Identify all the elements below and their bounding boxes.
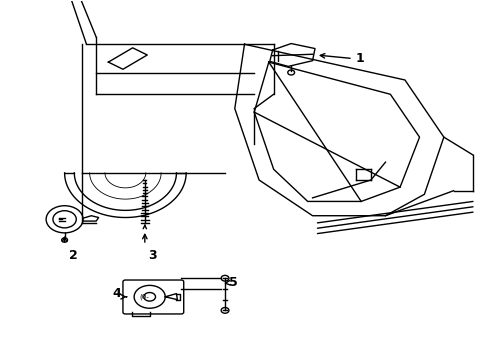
- Text: (0-: (0-: [139, 294, 148, 300]
- Text: 1: 1: [355, 52, 364, 65]
- Text: 3: 3: [147, 248, 156, 261]
- Text: 4: 4: [113, 287, 121, 300]
- Text: 5: 5: [228, 276, 237, 289]
- Text: 2: 2: [69, 248, 78, 261]
